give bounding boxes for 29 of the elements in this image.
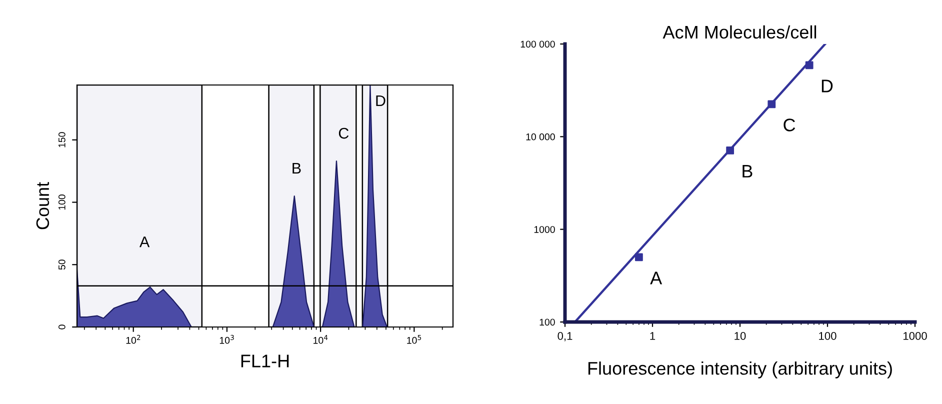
band-label: C [338,128,349,139]
y-tick-label: 100 [540,318,555,326]
x-tick-label: 1 [650,332,656,340]
x-axis-title: FL1-H [241,354,289,368]
x-tick-label: 10$^{4}$ [314,335,328,344]
y-tick-label: 0 [58,324,66,330]
band-label: A [139,236,150,248]
y-tick-label: 10 000 [526,133,555,140]
annotation: C [784,118,796,132]
band-label: B [292,162,301,174]
y-tick-label: 100 000 [520,40,555,48]
band-label: D [376,96,386,106]
y-tick-label: 50 [58,260,66,270]
y-axis-title: Count [36,182,50,230]
x-tick-label: 10$^{3}$ [220,334,234,344]
x-tick-label: 1000 [903,332,927,340]
y-tick-label: 150 [58,132,66,148]
x-tick-label: 10 [734,332,746,340]
annotation: B [742,165,752,178]
y-tick-label: 100 [58,194,66,210]
x-tick-label: 10$^{5}$ [407,335,422,344]
x-tick-label: 10$^{2}$ [126,334,140,344]
annotation: D [822,80,833,92]
x-tick-label: 0,1 [558,332,572,342]
x-axis-title: Fluorescence intensity (arbitrary units) [588,362,892,378]
y-tick-label: 1000 [534,226,555,233]
x-tick-label: 100 [819,332,836,340]
annotation: A [650,272,662,284]
chart-title: AcM Molecules/cell [662,25,816,39]
